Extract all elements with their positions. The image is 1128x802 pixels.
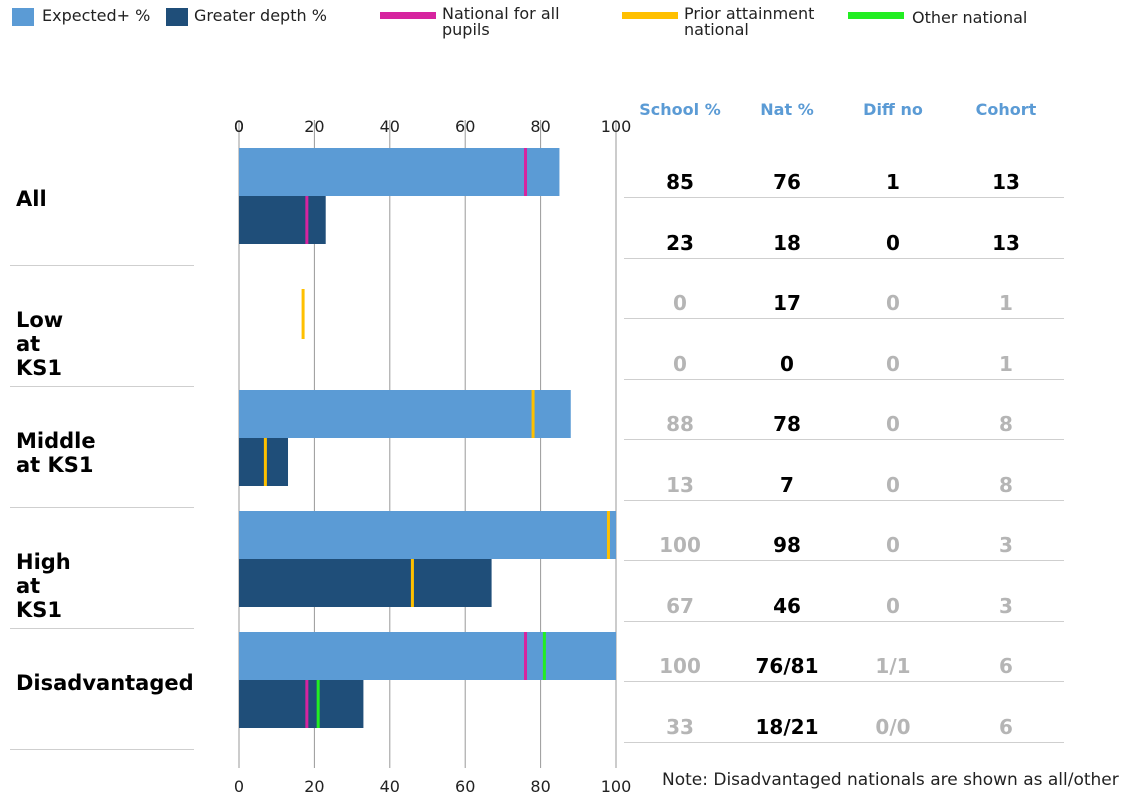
table-cell-school: 88 bbox=[666, 412, 694, 436]
legend-label-prior-attainment-national: Prior attainment national bbox=[684, 6, 854, 38]
table-cell-nat: 98 bbox=[773, 533, 801, 557]
table-cell-cohort: 6 bbox=[999, 654, 1013, 678]
marker-other-national bbox=[543, 632, 546, 680]
marker-national-for-all-pupils bbox=[524, 632, 527, 680]
table-cell-school: 67 bbox=[666, 594, 694, 618]
table-cell-cohort: 8 bbox=[999, 473, 1013, 497]
table-cell-nat: 46 bbox=[773, 594, 801, 618]
table-separator bbox=[624, 560, 1064, 561]
table-cell-cohort: 13 bbox=[992, 231, 1020, 255]
table-cell-diff: 0 bbox=[886, 231, 900, 255]
marker-national-for-all-pupils bbox=[305, 196, 308, 244]
table-cell-cohort: 3 bbox=[999, 533, 1013, 557]
table-cell-school: 0 bbox=[673, 352, 687, 376]
table-cell-nat: 17 bbox=[773, 291, 801, 315]
table-cell-cohort: 1 bbox=[999, 291, 1013, 315]
column-header: Cohort bbox=[976, 100, 1037, 119]
table-cell-school: 100 bbox=[659, 654, 701, 678]
table-cell-cohort: 3 bbox=[999, 594, 1013, 618]
bar-expected bbox=[239, 511, 616, 559]
table-separator bbox=[624, 379, 1064, 380]
chart-note: Note: Disadvantaged nationals are shown … bbox=[662, 770, 1119, 790]
table-cell-nat: 76 bbox=[773, 170, 801, 194]
table-cell-diff: 0 bbox=[886, 533, 900, 557]
table-cell-cohort: 1 bbox=[999, 352, 1013, 376]
table-separator bbox=[624, 318, 1064, 319]
marker-prior-attainment-national bbox=[607, 511, 610, 559]
bar-expected bbox=[239, 148, 559, 196]
legend-label-other-national: Other national bbox=[912, 10, 1072, 26]
tick-label-bottom: 40 bbox=[380, 777, 400, 796]
tick-label-bottom: 100 bbox=[601, 777, 632, 796]
tick-label-top: 100 bbox=[601, 117, 632, 136]
table-cell-nat: 18/21 bbox=[756, 715, 819, 739]
tick-label-bottom: 60 bbox=[455, 777, 475, 796]
table-separator bbox=[624, 681, 1064, 682]
table-cell-diff: 0 bbox=[886, 291, 900, 315]
table-cell-diff: 0 bbox=[886, 473, 900, 497]
tick-label-bottom: 20 bbox=[304, 777, 324, 796]
marker-national-for-all-pupils bbox=[305, 680, 308, 728]
tick-label-top: 0 bbox=[234, 117, 244, 136]
table-separator bbox=[624, 439, 1064, 440]
table-cell-diff: 0/0 bbox=[875, 715, 910, 739]
table-cell-school: 85 bbox=[666, 170, 694, 194]
table-cell-cohort: 8 bbox=[999, 412, 1013, 436]
table-cell-diff: 0 bbox=[886, 352, 900, 376]
tick-label-bottom: 80 bbox=[530, 777, 550, 796]
bar-expected bbox=[239, 390, 571, 438]
tick-label-top: 20 bbox=[304, 117, 324, 136]
table-cell-diff: 1 bbox=[886, 170, 900, 194]
bar-expected bbox=[239, 632, 616, 680]
table-cell-diff: 0 bbox=[886, 412, 900, 436]
table-cell-nat: 7 bbox=[780, 473, 794, 497]
table-cell-school: 0 bbox=[673, 291, 687, 315]
table-cell-school: 23 bbox=[666, 231, 694, 255]
table-cell-nat: 18 bbox=[773, 231, 801, 255]
bar-greater-depth bbox=[239, 680, 363, 728]
tick-label-top: 60 bbox=[455, 117, 475, 136]
table-separator bbox=[624, 500, 1064, 501]
table-cell-school: 100 bbox=[659, 533, 701, 557]
marker-prior-attainment-national bbox=[302, 289, 305, 339]
table-cell-diff: 0 bbox=[886, 594, 900, 618]
tick-label-top: 80 bbox=[530, 117, 550, 136]
table-separator bbox=[624, 197, 1064, 198]
table-cell-nat: 76/81 bbox=[756, 654, 819, 678]
table-separator bbox=[624, 742, 1064, 743]
marker-prior-attainment-national bbox=[532, 390, 535, 438]
table-cell-school: 33 bbox=[666, 715, 694, 739]
tick-label-bottom: 0 bbox=[234, 777, 244, 796]
column-header: Nat % bbox=[760, 100, 813, 119]
bar-greater-depth bbox=[239, 559, 492, 607]
table-cell-cohort: 6 bbox=[999, 715, 1013, 739]
marker-prior-attainment-national bbox=[411, 559, 414, 607]
bar-greater-depth bbox=[239, 438, 288, 486]
marker-national-for-all-pupils bbox=[524, 148, 527, 196]
marker-prior-attainment-national bbox=[264, 438, 267, 486]
table-cell-cohort: 13 bbox=[992, 170, 1020, 194]
legend-swatch-other-national bbox=[848, 12, 904, 19]
tick-label-top: 40 bbox=[380, 117, 400, 136]
table-cell-nat: 0 bbox=[780, 352, 794, 376]
marker-other-national bbox=[317, 680, 320, 728]
table-cell-nat: 78 bbox=[773, 412, 801, 436]
table-separator bbox=[624, 258, 1064, 259]
table-cell-diff: 1/1 bbox=[875, 654, 910, 678]
bar-greater-depth bbox=[239, 196, 326, 244]
column-header: Diff no bbox=[863, 100, 923, 119]
table-separator bbox=[624, 621, 1064, 622]
column-header: School % bbox=[639, 100, 720, 119]
table-cell-school: 13 bbox=[666, 473, 694, 497]
